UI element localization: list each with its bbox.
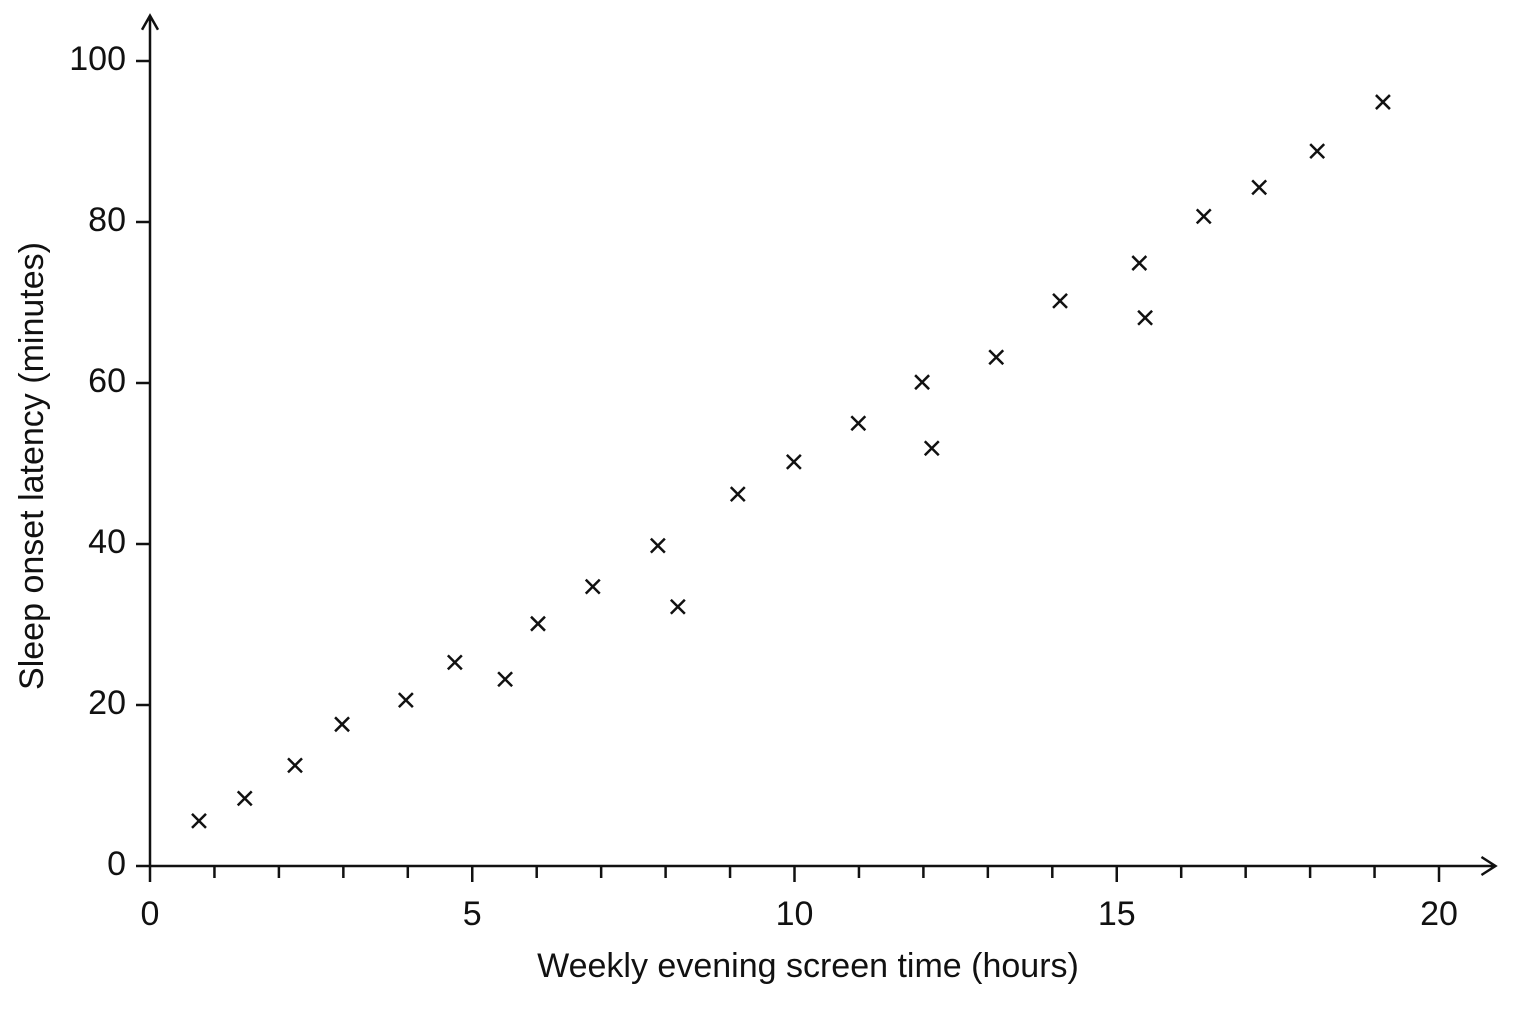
data-point [1195,208,1212,225]
y-tick-label: 100 [69,40,126,78]
y-tick-label: 80 [88,201,126,239]
x-axis-label: Weekly evening screen time (hours) [537,947,1079,985]
data-point [287,757,303,774]
data-point [785,454,802,470]
data-point [236,790,253,807]
data-point [397,692,414,709]
y-tick-label: 0 [107,845,126,883]
x-tick-label: 5 [463,895,482,933]
data-point [1052,293,1068,309]
data-point [923,440,940,457]
x-tick-label: 15 [1098,895,1136,933]
data-point [446,654,463,671]
data-point [669,598,686,615]
data-point [729,486,746,502]
data-point [1131,255,1148,271]
data-point [850,415,867,432]
y-tick-label: 40 [88,523,126,561]
data-point [649,537,666,554]
data-point [1375,94,1391,110]
data-point [191,813,207,829]
y-axis-label: Sleep onset latency (minutes) [13,242,51,690]
x-tick-label: 20 [1420,895,1458,933]
x-tick-label: 10 [776,895,814,933]
data-point [1251,179,1268,196]
data-point [1309,143,1326,160]
data-point [584,578,601,595]
data-point [988,349,1005,366]
x-axis [150,855,1498,877]
data-point [1137,309,1153,326]
data-point [334,716,350,733]
y-axis [140,13,160,866]
data-point [497,671,514,688]
y-tick-label: 60 [88,362,126,400]
x-tick-label: 0 [141,895,160,933]
data-point [530,615,546,632]
y-tick-label: 20 [88,684,126,722]
data-point [914,374,930,391]
